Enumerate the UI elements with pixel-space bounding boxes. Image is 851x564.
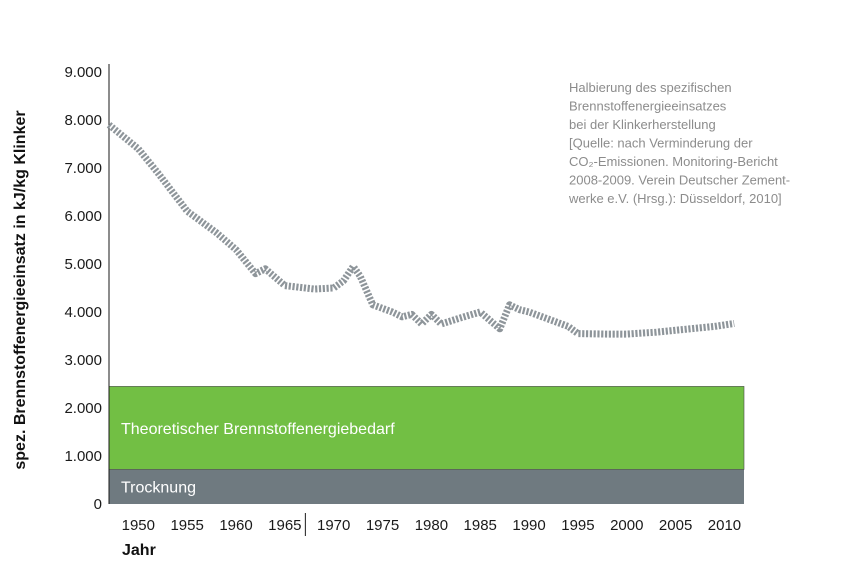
annotation-line: CO₂-Emissionen. Monitoring-Bericht	[569, 154, 778, 169]
x-tick-label: 2005	[659, 517, 692, 534]
band-label-theoretical: Theoretischer Brennstoffenergiebedarf	[121, 421, 395, 438]
y-tick-labels: 0 1.000 2.000 3.000 4.000 5.000 6.000 7.000 8.00…	[64, 64, 102, 513]
band-theoretical-requirement	[108, 386, 745, 470]
annotation-line: 2008-2009. Verein Deutscher Zement-	[569, 173, 790, 188]
x-tick-label: 1955	[170, 517, 203, 534]
axes-layer: 0 1.000 2.000 3.000 4.000 5.000 6.000 7.000 8.00…	[64, 64, 741, 536]
x-tick-label: 1985	[464, 517, 497, 534]
y-tick-label: 6.000	[64, 208, 102, 225]
annotation-line: bei der Klinkerherstellung	[569, 117, 716, 132]
annotation-line: Halbierung des spezifischen	[569, 80, 732, 95]
x-tick-labels: 1950 1955 1960 1965 1970 1975 1980 1985 1990 1995…	[122, 517, 742, 534]
band-label-drying: Trocknung	[121, 480, 196, 497]
y-tick-label: 0	[94, 496, 102, 513]
annotation-line: werke e.V. (Hrsg.): Düsseldorf, 2010]	[568, 191, 782, 206]
y-tick-label: 9.000	[64, 64, 102, 81]
y-tick-label: 2.000	[64, 400, 102, 417]
x-tick-label: 1950	[122, 517, 155, 534]
y-tick-label: 3.000	[64, 352, 102, 369]
band-drying	[109, 469, 744, 504]
series-line	[106, 122, 735, 338]
x-tick-label: 1965	[268, 517, 301, 534]
y-tick-label: 8.000	[64, 112, 102, 129]
source-annotation: Halbierung des spezifischen Brennstoffene…	[568, 80, 790, 206]
y-axis-title: spez. Brennstoffenergieeinsatz in kJ/kg …	[12, 110, 29, 469]
bands-layer: Trocknung Theoretischer Brennstoffenergi…	[108, 386, 745, 504]
x-tick-label: 1975	[366, 517, 399, 534]
y-tick-label: 7.000	[64, 160, 102, 177]
annotation-line: [Quelle: nach Verminderung der	[569, 136, 753, 151]
x-tick-label: 2000	[610, 517, 643, 534]
x-tick-label: 1960	[219, 517, 252, 534]
x-axis-title: Jahr	[122, 542, 156, 559]
y-tick-label: 5.000	[64, 256, 102, 273]
x-tick-label: 2010	[708, 517, 741, 534]
x-tick-label: 1980	[415, 517, 448, 534]
x-tick-label: 1970	[317, 517, 350, 534]
series-layer	[106, 122, 735, 338]
y-tick-label: 1.000	[64, 448, 102, 465]
annotation-line: Brennstoffenergieeinsatzes	[569, 99, 727, 114]
x-tick-label: 1990	[512, 517, 545, 534]
x-tick-label: 1995	[561, 517, 594, 534]
y-tick-label: 4.000	[64, 304, 102, 321]
